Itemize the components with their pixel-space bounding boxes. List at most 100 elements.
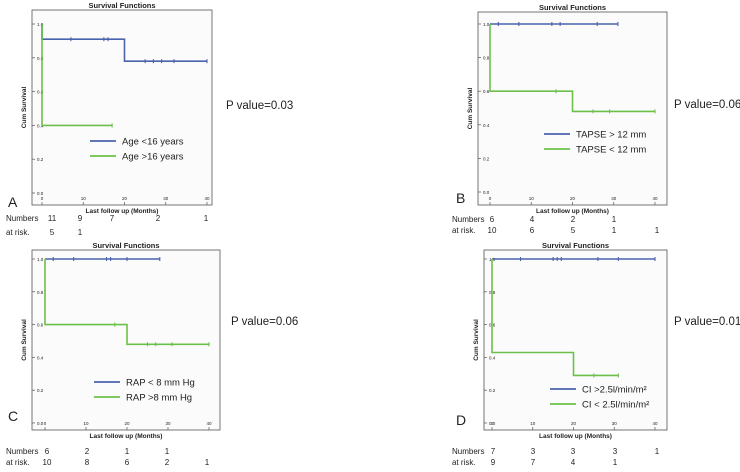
y-tick-label: 0.4 [483,123,490,128]
risk-value: 2 [156,214,161,223]
x-axis-label: Last follow up (Months) [539,433,612,440]
legend-label: CI < 2.5l/min/m² [582,400,649,411]
series-line-2 [44,259,209,346]
risk-value: 2 [85,447,90,456]
risk-value: 10 [43,458,52,467]
chart-panel-b: Survival Functions 0.0 0.2 0.4 0.6 0.8 1.0 0 10 2… [452,3,740,235]
risk-value: 10 [488,226,497,235]
p-value: P value=0.06 [231,316,298,328]
chart-panel-c: Survival Functions 0.0 0.2 0.4 0.6 0.8 1.0 0 10 2… [6,241,298,467]
risk-value: 4 [530,215,535,224]
x-tick-label: 40 [652,421,658,426]
risk-row-label: at risk. [452,458,476,467]
x-tick-label: 0 [489,196,492,201]
panel-label: D [456,412,466,428]
y-tick-label: 0.8 [483,56,490,61]
y-tick-label: 0.2 [489,388,496,393]
x-tick-label: 10 [81,196,87,201]
risk-value: 3 [613,447,618,456]
risk-value: 4 [571,458,576,467]
chart-title: Survival Functions [88,1,155,10]
x-tick-label: 20 [122,196,128,201]
legend-label: RAP < 8 mm Hg [126,378,195,389]
y-axis-label: Cum Survival [21,319,28,361]
chart-title: Survival Functions [542,241,609,250]
p-value: P value=0.03 [226,100,293,112]
risk-value: 1 [205,458,210,467]
plot-frame [483,249,668,431]
chart-panel-a: Survival Functions 0.0 0.2 0.4 0.6 0.8 1.0 0 10 2… [6,1,293,237]
legend-label: Age <16 years [122,137,184,148]
y-tick-label: 0.0 [489,421,496,426]
panel-label: B [456,190,465,206]
chart-title: Survival Functions [92,241,159,250]
risk-value: 1 [204,214,209,223]
plot-frame [31,9,213,206]
risk-value: 11 [48,214,57,223]
y-tick-label: 0.6 [37,90,44,95]
risk-value: 7 [531,458,536,467]
risk-value: 8 [85,458,90,467]
risk-row-label: Numbers [452,215,484,224]
risk-row-label: at risk. [6,458,30,467]
x-tick-label: 20 [124,421,130,426]
risk-value: 1 [165,447,170,456]
risk-value: 2 [165,458,170,467]
series-line-2 [491,259,619,377]
series-line-2 [41,24,113,127]
risk-value: 1 [655,226,660,235]
panel-label: C [8,408,18,424]
y-tick-label: 0.0 [37,421,44,426]
risk-value: 1 [613,458,618,467]
x-axis-label: Last follow up (Months) [90,433,163,440]
risk-value: 6 [125,458,130,467]
risk-value: 1 [612,215,617,224]
risk-value: 7 [491,447,496,456]
risk-row-label: Numbers [6,214,38,223]
risk-value: 1 [125,447,130,456]
risk-value: 6 [530,226,535,235]
y-tick-label: 0.0 [483,190,490,195]
x-tick-label: 0 [41,196,44,201]
x-tick-label: 40 [204,196,210,201]
risk-row-label: Numbers [452,447,484,456]
y-tick-label: 0.4 [489,355,496,360]
y-tick-label: 1.0 [483,22,490,27]
x-tick-label: 0 [44,421,47,426]
risk-row-label: at risk. [6,228,30,237]
p-value: P value=0.01 [674,316,740,328]
risk-value: 9 [491,458,496,467]
x-tick-label: 0 [491,421,494,426]
y-tick-label: 0.4 [37,355,44,360]
y-tick-label: 0.6 [37,323,44,328]
p-value: P value=0.06 [674,99,740,111]
legend-label: CI >2.5l/min/m² [582,385,647,396]
risk-value: 6 [490,215,495,224]
x-tick-label: 20 [570,196,576,201]
y-axis-label: Cum Survival [21,87,28,129]
y-tick-label: 0.2 [37,388,44,393]
risk-value: 1 [612,226,617,235]
risk-value: 7 [110,214,115,223]
panel-label: A [8,194,18,210]
x-tick-label: 30 [612,421,618,426]
chart-title: Survival Functions [539,3,606,12]
y-tick-label: 0.2 [483,156,490,161]
risk-row-label: Numbers [6,447,38,456]
legend-label: Age >16 years [122,152,184,163]
risk-value: 5 [50,228,55,237]
y-tick-label: 1.0 [37,22,44,27]
series-line-2 [489,24,655,113]
x-tick-label: 40 [206,421,212,426]
x-tick-label: 10 [83,421,89,426]
y-tick-label: 0.8 [37,56,44,61]
y-axis-label: Cum Survival [473,319,480,361]
y-tick-label: 0.2 [37,157,44,162]
legend-label: RAP >8 mm Hg [126,393,192,404]
y-tick-label: 1.0 [37,257,44,262]
risk-value: 6 [45,447,50,456]
x-tick-label: 20 [571,421,577,426]
y-tick-label: 0.6 [483,89,490,94]
